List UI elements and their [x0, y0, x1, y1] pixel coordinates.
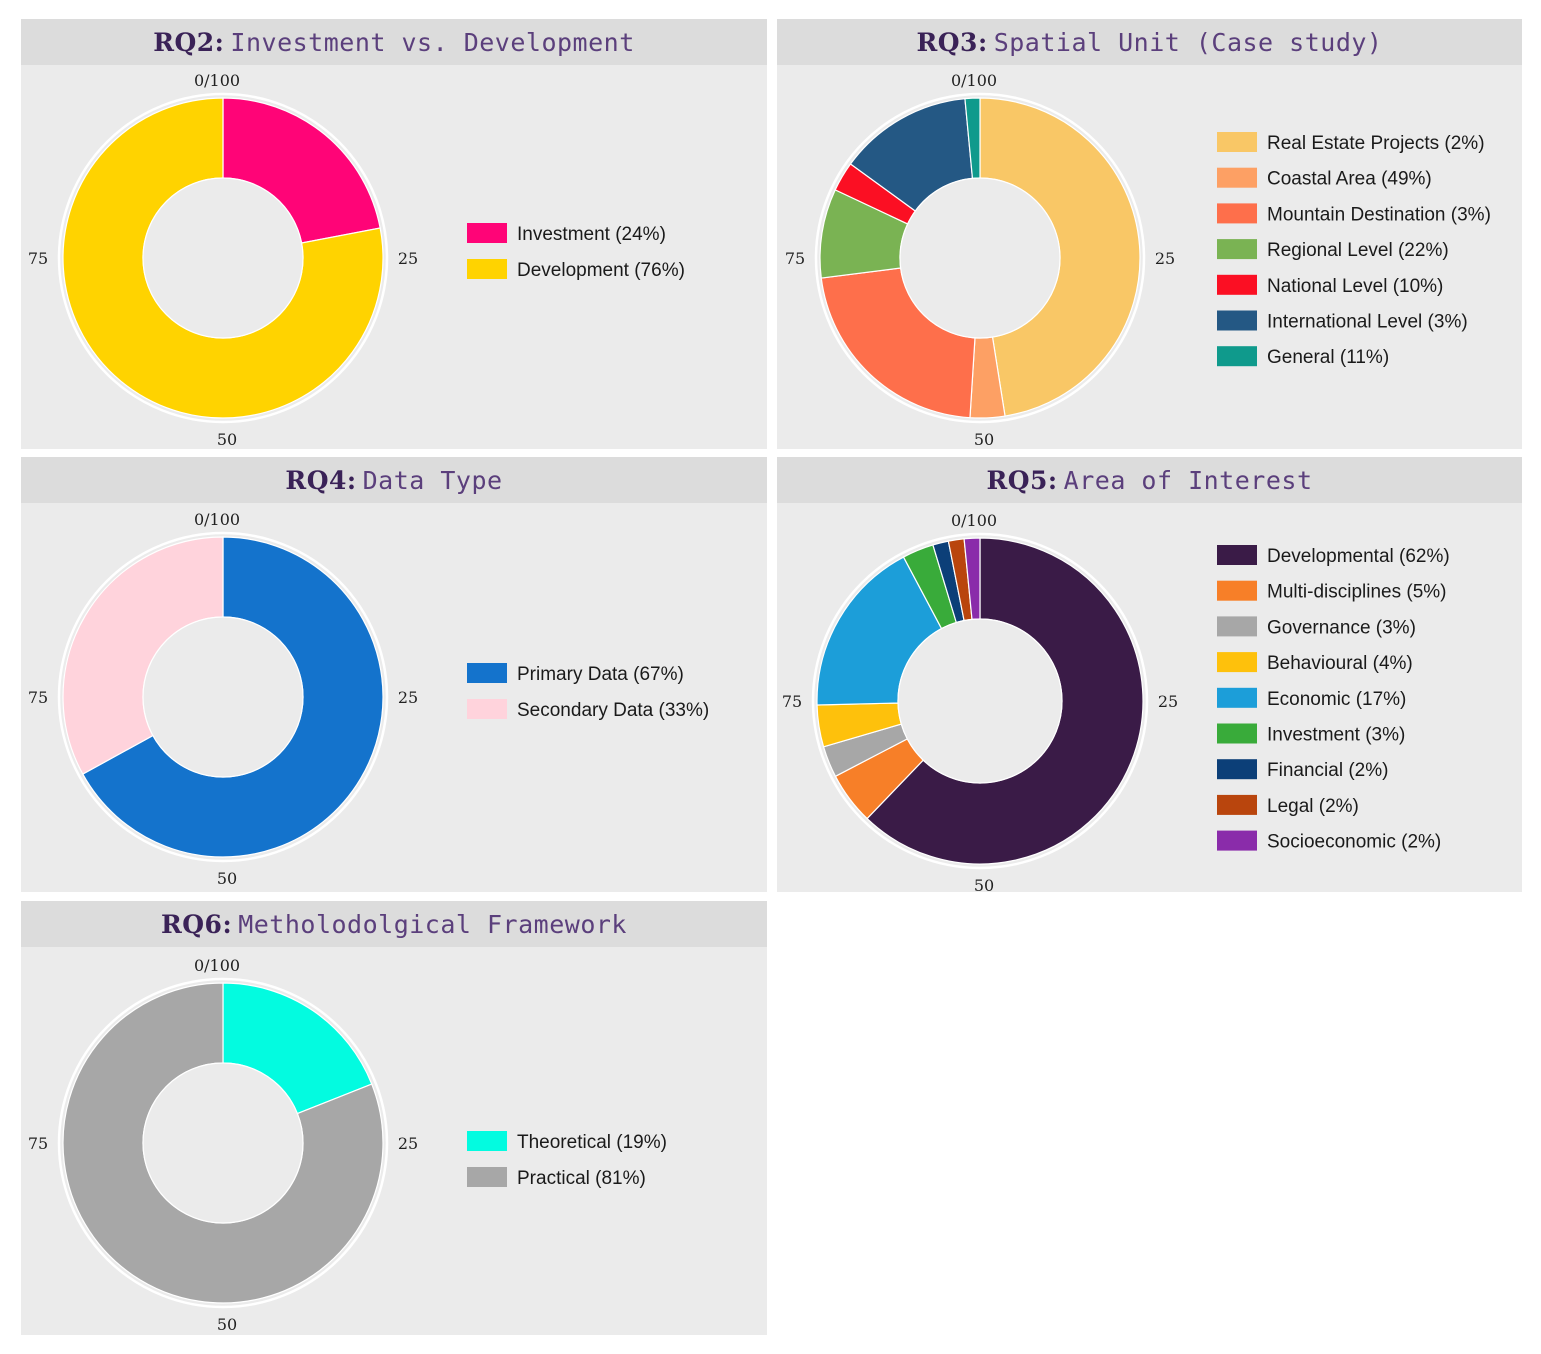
legend-label: Practical (81%) — [517, 1168, 646, 1189]
legend-label: Primary Data (67%) — [517, 664, 684, 685]
tick-label: 25 — [1158, 692, 1178, 711]
tick-label: 0/100 — [951, 71, 997, 90]
chart-title: RQ2: Investment vs. Development — [21, 19, 767, 65]
donut-hole — [897, 618, 1063, 784]
chart-panel-rq5: RQ5: Area of Interest 0/100 25 50 75 Develop… — [777, 457, 1522, 895]
legend-swatch — [1217, 274, 1257, 295]
legend-swatch — [467, 259, 507, 279]
legend-label: Investment (3%) — [1267, 725, 1405, 746]
chart-title-text: Spatial Unit (Case study) — [993, 27, 1383, 57]
chart-title: RQ3: Spatial Unit (Case study) — [777, 19, 1522, 65]
donut-hole — [899, 177, 1061, 339]
tick-label: 75 — [28, 249, 48, 268]
chart-title-id: RQ3: — [916, 27, 988, 57]
legend-swatch — [1217, 132, 1257, 152]
tick-label: 0/100 — [951, 511, 997, 530]
chart-title-text: Data Type — [362, 465, 503, 495]
legend-swatch — [1217, 167, 1257, 188]
tick-label: 25 — [398, 688, 418, 707]
chart-title-id: RQ6: — [161, 909, 233, 939]
legend-label: Coastal Area (49%) — [1267, 169, 1432, 190]
legend-swatch — [1217, 310, 1257, 331]
donut-chart-rq6: 0/100 25 50 75 Theoretical (19%) Practical (8… — [28, 956, 667, 1334]
legend-label: Development (76%) — [517, 260, 685, 281]
legend-label: Economic (17%) — [1267, 689, 1406, 710]
legend-label: Secondary Data (33%) — [517, 700, 709, 721]
donut-chart-rq2: 0/100 25 50 75 Investment (24%) Development (… — [28, 71, 685, 449]
donut-chart-rq5: 0/100 25 50 75 Developmental (62%) Multi-disc… — [782, 511, 1450, 895]
tick-label: 0/100 — [194, 510, 240, 529]
legend-label: General (11%) — [1267, 347, 1389, 368]
tick-label: 75 — [785, 249, 805, 268]
chart-title-text: Investment vs. Development — [230, 27, 635, 57]
legend-swatch — [467, 699, 507, 719]
chart-panel-rq2: RQ2: Investment vs. Development 0/100 25 5… — [21, 19, 767, 449]
donut-hole — [142, 616, 304, 778]
legend-swatch — [1217, 346, 1257, 367]
tick-label: 50 — [217, 430, 237, 449]
chart-title-id: RQ5: — [986, 465, 1058, 495]
legend-swatch — [1217, 545, 1257, 565]
legend-swatch — [1217, 580, 1257, 601]
legend-label: Developmental (62%) — [1267, 546, 1450, 567]
tick-label: 50 — [974, 430, 994, 449]
legend-swatch — [1217, 759, 1257, 780]
donut-chart-rq4: 0/100 25 50 75 Primary Data (67%) Secondary D… — [28, 510, 709, 888]
tick-label: 75 — [782, 692, 802, 711]
legend-label: Theoretical (19%) — [517, 1132, 667, 1153]
tick-label: 75 — [28, 688, 48, 707]
tick-label: 75 — [28, 1134, 48, 1153]
legend-swatch — [1217, 239, 1257, 260]
legend-label: Behavioural (4%) — [1267, 653, 1413, 674]
legend-swatch — [467, 1131, 507, 1151]
legend-swatch — [1217, 830, 1257, 851]
legend-swatch — [1217, 794, 1257, 815]
donut-hole — [142, 1062, 304, 1224]
legend-label: Financial (2%) — [1267, 760, 1388, 781]
tick-label: 50 — [217, 869, 237, 888]
tick-label: 25 — [398, 1134, 418, 1153]
tick-label: 25 — [1155, 249, 1175, 268]
legend-label: National Level (10%) — [1267, 276, 1443, 297]
legend-swatch — [467, 1167, 507, 1187]
legend-label: Legal (2%) — [1267, 796, 1359, 817]
legend-label: Real Estate Projects (2%) — [1267, 133, 1485, 154]
legend-swatch — [1217, 652, 1257, 673]
legend-swatch — [467, 223, 507, 243]
tick-label: 25 — [398, 249, 418, 268]
legend-label: Investment (24%) — [517, 224, 666, 245]
chart-title: RQ6: Metholodolgical Framework — [21, 901, 767, 947]
chart-panel-rq6: RQ6: Metholodolgical Framework 0/100 25 50… — [21, 901, 767, 1335]
donut-hole — [142, 177, 304, 339]
tick-label: 50 — [217, 1315, 237, 1334]
legend-label: Multi-disciplines (5%) — [1267, 582, 1447, 603]
chart-title-text: Metholodolgical Framework — [238, 909, 627, 939]
legend-label: Mountain Destination (3%) — [1267, 204, 1491, 225]
tick-label: 0/100 — [194, 71, 240, 90]
chart-panel-rq3: RQ3: Spatial Unit (Case study) 0/100 25 50… — [777, 19, 1522, 449]
legend-label: Socioeconomic (2%) — [1267, 832, 1441, 853]
legend-swatch — [1217, 616, 1257, 637]
chart-title: RQ4: Data Type — [21, 457, 767, 503]
chart-panel-rq4: RQ4: Data Type 0/100 25 50 75 Primary Data (… — [21, 457, 767, 892]
chart-title-text: Area of Interest — [1063, 465, 1313, 495]
legend-swatch — [1217, 723, 1257, 744]
legend-label: International Level (3%) — [1267, 312, 1468, 333]
donut-chart-rq3: 0/100 25 50 75 Real Estate Projects (2%) Coas… — [785, 71, 1491, 449]
chart-title-id: RQ4: — [285, 465, 357, 495]
legend-swatch — [1217, 203, 1257, 224]
chart-title-id: RQ2: — [153, 27, 225, 57]
tick-label: 50 — [974, 876, 994, 895]
legend-label: Governance (3%) — [1267, 617, 1416, 638]
chart-title: RQ5: Area of Interest — [777, 457, 1522, 503]
legend-swatch — [467, 663, 507, 683]
tick-label: 0/100 — [194, 956, 240, 975]
legend-label: Regional Level (22%) — [1267, 240, 1449, 261]
legend-swatch — [1217, 687, 1257, 708]
